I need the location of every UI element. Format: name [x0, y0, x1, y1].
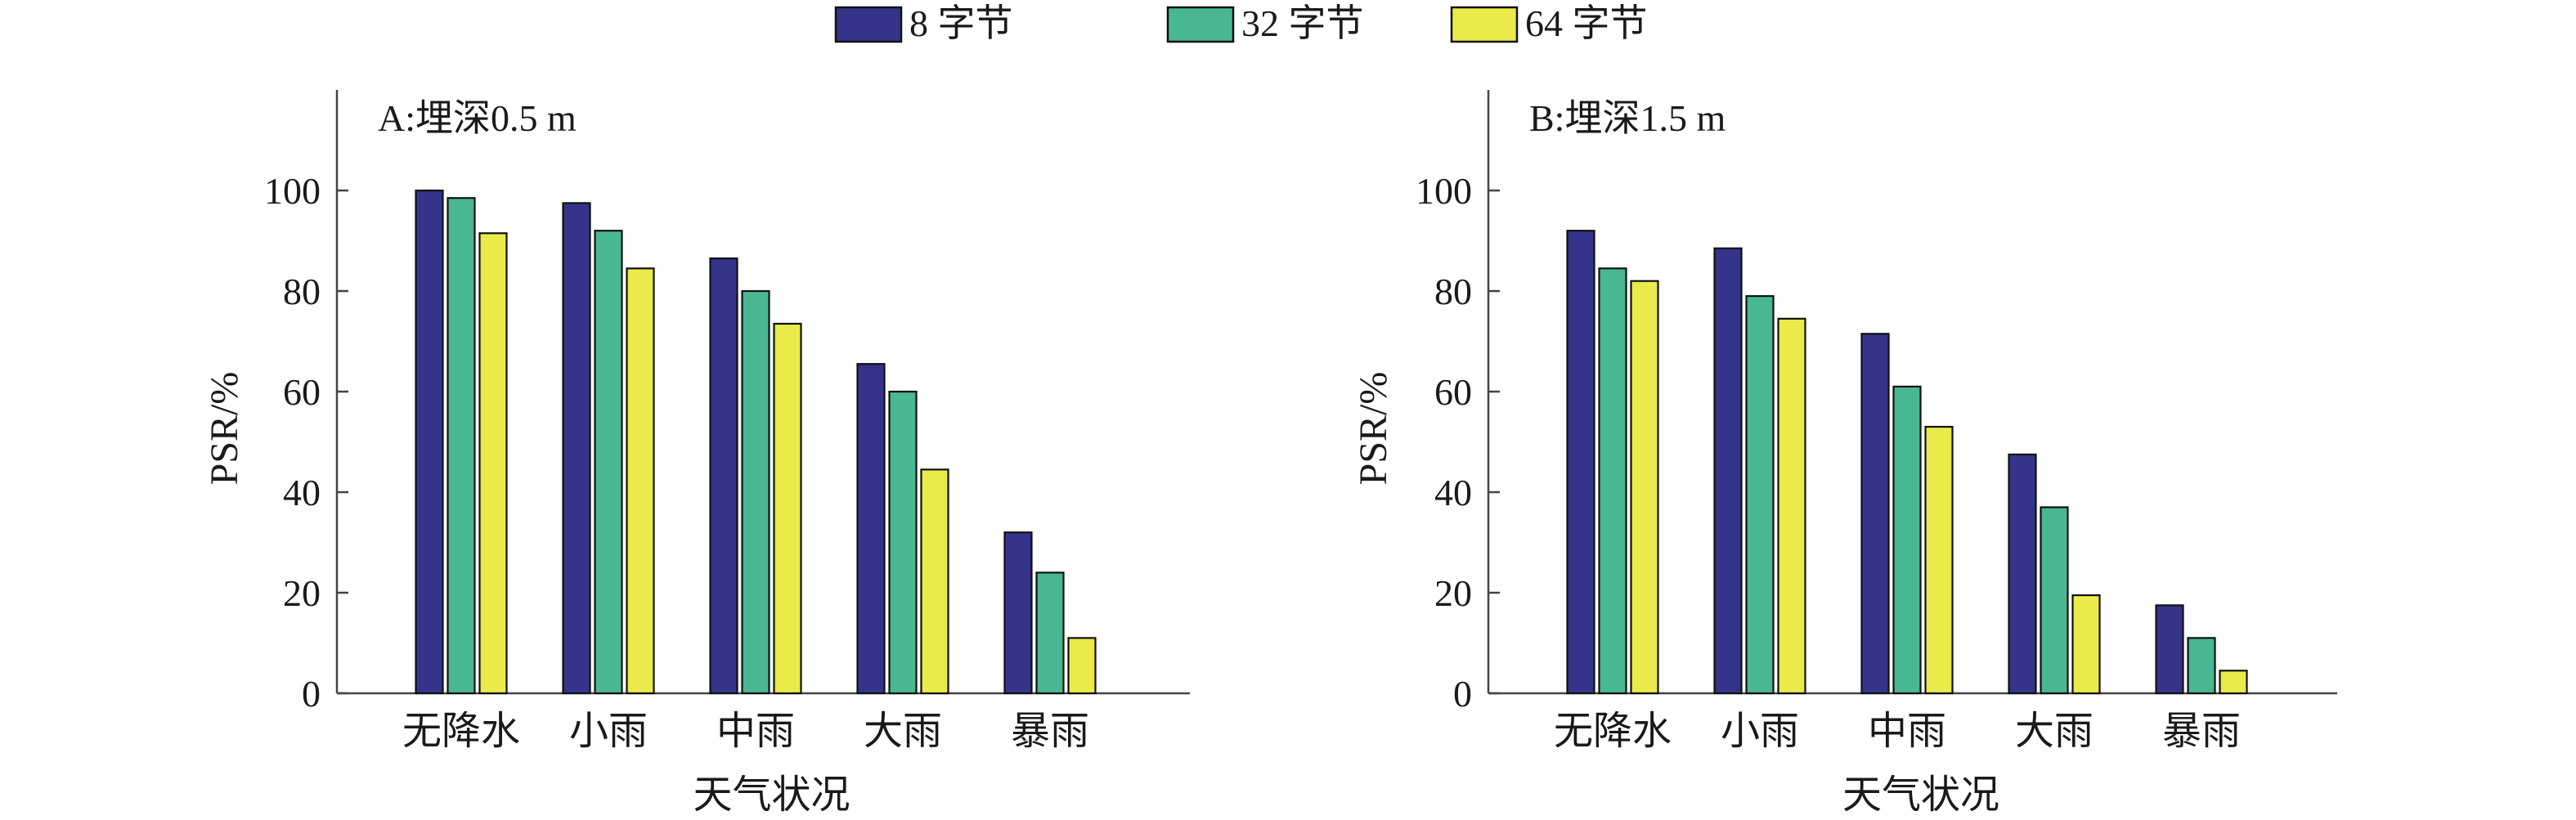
bar-b-s0-c0	[1566, 230, 1595, 695]
x-tick-label: 小雨	[1721, 710, 1799, 753]
x-tick-label: 小雨	[569, 710, 648, 753]
legend-item: 32 字节	[1166, 2, 1364, 44]
y-tick-label: 20	[1434, 572, 1472, 614]
x-axis-label: 天气状况	[1842, 773, 1999, 817]
x-axis-label: 天气状况	[693, 773, 850, 817]
bar-b-s1-c0	[1598, 267, 1627, 695]
y-tick-label: 80	[283, 271, 321, 312]
bar-a-s0-c2	[709, 257, 738, 695]
y-axis-label: PSR/%	[203, 372, 246, 486]
bar-b-s0-c3	[2008, 453, 2037, 695]
y-tick-label: 40	[1434, 472, 1472, 513]
bar-b-s1-c1	[1745, 295, 1775, 695]
bar-a-s2-c2	[773, 322, 802, 695]
bar-b-s0-c1	[1713, 247, 1743, 695]
chart-panel-b: 0 20 40 60 80 100 无降水 小雨 中雨 大雨 暴雨 B:埋深1.5 m 天气状况 PSR/…	[1352, 90, 2337, 817]
bar-a-s1-c1	[594, 230, 623, 695]
y-tick-label: 40	[283, 472, 321, 513]
legend-item: 8 字节	[834, 2, 1013, 44]
bar-a-s2-c3	[920, 468, 949, 695]
bar-a-s0-c1	[562, 202, 591, 695]
legend-label: 32 字节	[1241, 2, 1364, 44]
x-tick-label: 中雨	[1868, 710, 1946, 753]
y-tick-label: 100	[1416, 170, 1472, 212]
bar-b-s2-c2	[1924, 425, 1954, 695]
bar-b-s1-c4	[2187, 637, 2216, 695]
bar-a-s0-c4	[1003, 531, 1033, 695]
y-tick-label: 80	[1434, 271, 1472, 312]
bar-b-s1-c2	[1892, 385, 1922, 695]
x-tick-label: 暴雨	[2162, 710, 2241, 753]
y-tick-label: 60	[1434, 371, 1472, 413]
y-tick-label: 0	[302, 673, 321, 715]
x-tick-label: 无降水	[1554, 710, 1672, 753]
legend-label: 64 字节	[1525, 2, 1648, 44]
legend-swatch	[1166, 6, 1235, 43]
bar-b-s2-c1	[1777, 317, 1806, 695]
y-tick-label: 20	[283, 572, 321, 614]
bar-a-s1-c4	[1035, 571, 1065, 695]
y-tick-label: 100	[264, 170, 321, 212]
bar-a-s2-c0	[478, 232, 508, 695]
x-tick-label: 中雨	[716, 710, 795, 753]
chart-panel-a: 0 20 40 60 80 100 无降水 小雨 中雨 大雨 暴雨 A:埋深0.5 m 天气状况 PSR/…	[203, 90, 1190, 817]
x-tick-label: 大雨	[2015, 710, 2094, 753]
legend: 8 字节 32 字节 64 字节	[834, 2, 1648, 44]
y-tick-label: 60	[283, 371, 321, 413]
legend-label: 8 字节	[909, 2, 1013, 44]
panel-title: A:埋深0.5 m	[378, 97, 577, 139]
bar-b-s0-c2	[1860, 333, 1890, 695]
bar-b-s1-c3	[2040, 506, 2069, 695]
bar-b-s2-c4	[2219, 670, 2248, 695]
bar-b-s2-c0	[1630, 280, 1659, 695]
bar-a-s1-c2	[741, 289, 770, 695]
x-tick-label: 无降水	[402, 710, 520, 753]
bar-b-s0-c4	[2155, 604, 2184, 695]
bar-a-s2-c1	[626, 267, 655, 695]
bar-b-s2-c3	[2071, 594, 2101, 695]
panel-title: B:埋深1.5 m	[1529, 97, 1726, 139]
bar-a-s0-c3	[856, 363, 886, 695]
bar-a-s1-c3	[888, 390, 918, 695]
legend-item: 64 字节	[1450, 2, 1648, 44]
legend-swatch	[1450, 6, 1519, 43]
bar-a-s2-c4	[1067, 637, 1097, 695]
y-tick-label: 0	[1453, 673, 1472, 715]
x-tick-label: 暴雨	[1011, 710, 1089, 753]
legend-swatch	[834, 6, 903, 43]
bar-a-s1-c0	[447, 197, 476, 695]
y-axis-label: PSR/%	[1352, 372, 1395, 486]
bar-a-s0-c0	[415, 189, 444, 695]
x-tick-label: 大雨	[864, 710, 942, 753]
